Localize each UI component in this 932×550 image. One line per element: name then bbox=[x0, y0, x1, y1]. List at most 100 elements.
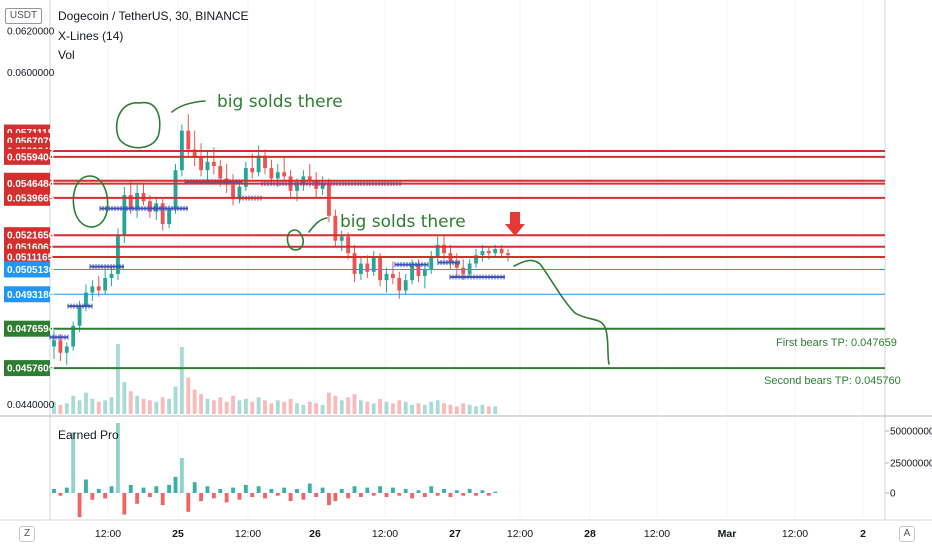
earned-pro-bar bbox=[52, 488, 56, 493]
earned-pro-bar bbox=[442, 488, 446, 493]
annotation-big-solds-1[interactable]: big solds there bbox=[217, 92, 343, 112]
lower-axis-label: 0 bbox=[890, 489, 896, 500]
candle-body bbox=[58, 340, 63, 353]
volume-bar bbox=[467, 404, 472, 414]
candle-body bbox=[467, 263, 472, 274]
earned-pro-bar bbox=[256, 486, 261, 493]
earned-pro-bar bbox=[416, 490, 421, 493]
volume-bar bbox=[84, 392, 88, 414]
earned-pro-bar bbox=[410, 493, 415, 499]
candle-body bbox=[269, 168, 274, 179]
forecast-curve bbox=[513, 259, 610, 365]
candle-body bbox=[77, 307, 82, 326]
level-lines: 0.05711180.05670790.05622420.05594040.05… bbox=[4, 124, 885, 377]
earned-pro-bar bbox=[301, 493, 306, 500]
earned-pro-bar bbox=[403, 488, 408, 493]
volume-label[interactable]: Vol bbox=[58, 48, 75, 62]
candle-body bbox=[295, 184, 299, 191]
x-tick-label: 12:00 bbox=[235, 528, 261, 540]
circle-mark-2 bbox=[72, 175, 109, 228]
auto-scale-button[interactable]: A bbox=[899, 526, 915, 542]
candle-body bbox=[454, 261, 459, 268]
candle-body bbox=[211, 161, 216, 166]
earned-pro-bar bbox=[224, 493, 229, 503]
candle-body bbox=[103, 278, 108, 291]
volume-bar bbox=[237, 400, 242, 414]
earned-pro-bar bbox=[263, 493, 267, 499]
volume-bar bbox=[301, 404, 306, 414]
symbol-title[interactable]: Dogecoin / TetherUS, 30, BINANCE bbox=[58, 9, 249, 23]
earned-pro-bar bbox=[147, 493, 152, 498]
level-price-label: 0.0493180 bbox=[7, 290, 55, 301]
earned-pro-bar bbox=[346, 493, 351, 499]
earned-pro-bar bbox=[307, 483, 312, 493]
candle-body bbox=[154, 203, 159, 212]
x-tick-label: 12:00 bbox=[782, 528, 808, 540]
earned-pro-bar bbox=[237, 493, 242, 500]
x-tick-label: 26 bbox=[309, 528, 321, 540]
volume-bars bbox=[52, 344, 498, 414]
volume-bar bbox=[141, 398, 146, 414]
candle-body bbox=[250, 168, 255, 173]
candle-body bbox=[371, 257, 376, 272]
first-bears-tp-label[interactable]: First bears TP: 0.047659 bbox=[776, 337, 897, 349]
earned-pro-bar bbox=[486, 493, 491, 496]
level-price-tag bbox=[4, 189, 50, 206]
earned-pro-bar bbox=[77, 493, 82, 518]
earned-pro-bar bbox=[275, 493, 280, 496]
volume-bar bbox=[480, 404, 485, 414]
volume-bar bbox=[52, 401, 56, 414]
volume-bar bbox=[314, 403, 319, 414]
earned-pro-bar bbox=[333, 493, 338, 502]
earned-pro-bar bbox=[474, 493, 478, 496]
second-bears-tp-label[interactable]: Second bears TP: 0.045760 bbox=[764, 375, 901, 387]
volume-bar bbox=[122, 382, 127, 414]
volume-bar bbox=[461, 403, 466, 414]
level-price-label: 0.0457609 bbox=[7, 364, 55, 375]
y-tick-label: 0.0600000 bbox=[7, 68, 55, 79]
timezone-button[interactable]: Z bbox=[19, 526, 35, 542]
time-axis[interactable]: 12:00 25 12:00 26 12:00 27 12:00 28 12:00 Mar 12:0… bbox=[95, 528, 866, 540]
candle-body bbox=[64, 346, 69, 353]
volume-bar bbox=[186, 377, 191, 414]
earned-pro-bar bbox=[192, 482, 197, 493]
pen-drawings bbox=[72, 100, 610, 365]
currency-badge[interactable]: USDT bbox=[5, 8, 42, 24]
earned-pro-bar bbox=[173, 476, 178, 493]
level-price-tag bbox=[4, 148, 50, 165]
volume-bar bbox=[231, 395, 235, 414]
earned-pro-bar bbox=[352, 486, 357, 493]
annotation-big-solds-2[interactable]: big solds there bbox=[340, 212, 466, 232]
candle-body bbox=[231, 184, 235, 200]
candle-body bbox=[378, 257, 383, 281]
earned-pro-bar bbox=[71, 432, 76, 493]
volume-bar bbox=[384, 401, 389, 414]
earned-pro-title[interactable]: Earned Pro bbox=[58, 428, 119, 442]
candle-body bbox=[243, 168, 248, 187]
level-price-label: 0.0476594 bbox=[7, 324, 55, 335]
earned-pro-bar bbox=[160, 493, 165, 506]
volume-bar bbox=[256, 397, 261, 414]
earned-pro-bar bbox=[461, 493, 466, 496]
volume-bar bbox=[493, 406, 498, 414]
earned-pro-bar bbox=[167, 484, 172, 493]
earned-pro-bar bbox=[371, 493, 376, 496]
level-price-label: 0.0516061 bbox=[7, 242, 55, 253]
indicator-label[interactable]: X-Lines (14) bbox=[58, 29, 124, 43]
volume-bar bbox=[58, 404, 63, 414]
volume-bar bbox=[160, 397, 165, 414]
candle-body bbox=[474, 255, 478, 264]
price-axis[interactable]: 0.0620000 0.0600000 0.0440000 50000000 25000… bbox=[7, 27, 932, 500]
earned-pro-bar bbox=[116, 423, 120, 493]
earned-pro-bar bbox=[64, 487, 69, 493]
volume-bar bbox=[327, 392, 331, 414]
x-tick-label: 12:00 bbox=[372, 528, 398, 540]
candle-body bbox=[352, 253, 357, 274]
volume-bar bbox=[390, 403, 395, 414]
volume-bar bbox=[288, 398, 293, 414]
earned-pro-bar bbox=[295, 488, 299, 493]
level-price-tag bbox=[4, 286, 50, 303]
volume-bar bbox=[352, 394, 357, 414]
candle-body bbox=[109, 273, 114, 279]
